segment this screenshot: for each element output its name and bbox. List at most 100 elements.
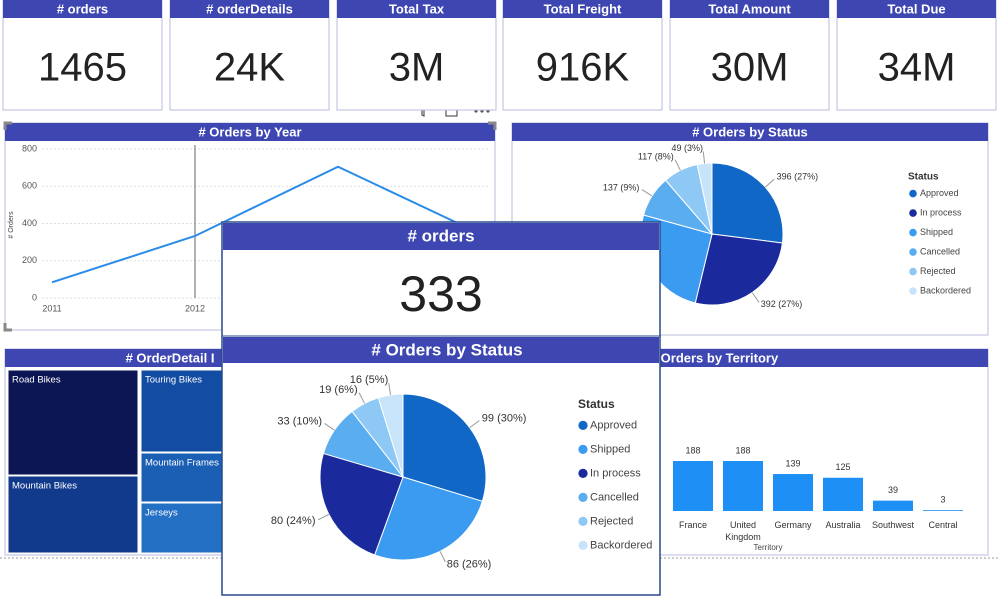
card-value: 916K: [536, 46, 630, 90]
y-tick-label: 800: [22, 143, 37, 153]
data-label: 392 (27%): [761, 299, 803, 309]
treemap-label: Mountain Bikes: [12, 481, 77, 492]
legend-marker: [578, 468, 588, 479]
data-label: 396 (27%): [777, 172, 819, 182]
tooltip-title: # orders: [407, 226, 474, 245]
leader-line: [439, 551, 446, 563]
card: [836, 0, 997, 111]
data-label: 86 (26%): [447, 559, 492, 571]
bar: [723, 461, 763, 511]
x-tick-label: Central: [928, 520, 958, 530]
data-label: 19 (6%): [319, 384, 358, 396]
y-axis-title: # Orders: [8, 211, 15, 239]
tooltip-title: # Orders by Status: [371, 340, 522, 359]
legend-marker: [909, 189, 917, 198]
treemap-label: Touring Bikes: [145, 375, 202, 386]
x-tick-label: Germany: [774, 520, 812, 530]
x-axis-title: Territory: [754, 543, 783, 552]
card-value: 24K: [214, 46, 285, 90]
leader-line: [317, 513, 330, 521]
data-label: 39: [888, 485, 898, 495]
leader-line: [674, 159, 681, 171]
line-series: [51, 165, 482, 284]
legend-marker: [578, 540, 588, 551]
legend-marker: [578, 444, 588, 455]
x-tick-label: Southwest: [871, 520, 915, 530]
leader-line: [764, 178, 775, 188]
card: [502, 0, 663, 111]
pie-chart: 396 (27%) 392 (27%) 137 (9%) 117 (8%)49 (3%…: [603, 143, 971, 309]
bar: [673, 461, 713, 511]
x-tick-label: France: [678, 520, 707, 530]
x-tick-label: Australia: [825, 520, 861, 530]
selection-corners: [3, 121, 497, 332]
pie-chart: 99 (30%) 86 (26%) 80 (24%) 33 (10%) 19 (6%)1…: [271, 374, 653, 571]
card-title: Total Amount: [708, 1, 791, 16]
pie-slice: [402, 393, 487, 502]
legend-label: Shipped: [590, 443, 630, 455]
bar: [873, 500, 913, 511]
pie-slice: [319, 452, 404, 556]
tooltip-value: 333: [399, 266, 482, 322]
legend-marker: [578, 420, 588, 431]
card-value: 30M: [711, 46, 789, 90]
card-title: Total Tax: [389, 1, 445, 16]
leader-line: [388, 383, 392, 396]
legend-label: In process: [590, 467, 641, 479]
card-header: [3, 0, 162, 18]
treemap-tile: [7, 475, 139, 554]
card: [2, 0, 163, 111]
panel-title: # Orders by Territory: [650, 350, 779, 365]
panel-title: # Orders by Status: [692, 124, 808, 139]
tooltip-header: [223, 337, 659, 363]
card-title: # orders: [57, 1, 108, 16]
data-label: 137 (9%): [603, 182, 640, 192]
legend-label: Rejected: [590, 515, 633, 527]
legend-title: Status: [578, 397, 615, 411]
leader-line: [324, 423, 335, 431]
card: [669, 0, 830, 111]
x-tick-label: United Kingdom: [725, 520, 761, 542]
data-label: 188: [685, 445, 700, 455]
data-label: 99 (30%): [482, 413, 527, 425]
x-tick-label: 2011: [42, 303, 61, 313]
data-label: 33 (10%): [277, 416, 322, 428]
data-label: 49 (3%): [671, 143, 703, 153]
bar: [823, 477, 863, 511]
legend-label: In process: [920, 207, 962, 217]
card-header: [837, 0, 996, 18]
card: [169, 0, 330, 111]
data-label: 3: [940, 495, 945, 505]
treemap-tile: [140, 452, 232, 503]
legend-marker: [909, 267, 917, 276]
legend-label: Backordered: [920, 285, 971, 295]
legend-marker: [909, 228, 917, 237]
legend-marker: [909, 209, 917, 217]
card-value: 1465: [38, 46, 127, 90]
data-label: 139: [785, 458, 800, 468]
data-label: 188: [735, 445, 750, 455]
data-label: 80 (24%): [271, 515, 316, 527]
treemap-tile: [7, 369, 139, 476]
panel-header: [512, 123, 988, 141]
card-value: 34M: [878, 46, 956, 90]
leader-line: [469, 420, 480, 429]
y-tick-label: 400: [22, 218, 37, 228]
panel-header: [5, 123, 495, 141]
y-tick-label: 200: [22, 255, 37, 265]
legend-marker: [578, 516, 588, 527]
y-tick-label: 0: [32, 292, 37, 302]
legend-label: Cancelled: [920, 246, 960, 256]
data-label: 125: [835, 462, 850, 472]
treemap-label: Mountain Frames: [145, 458, 219, 469]
card-header: [337, 0, 496, 18]
x-tick-label: 2012: [185, 303, 205, 313]
card: [336, 0, 497, 111]
treemap-label: Jerseys: [145, 508, 178, 519]
legend-marker: [909, 248, 917, 256]
data-label: 16 (5%): [350, 374, 389, 386]
card-title: Total Due: [887, 1, 945, 16]
panel-title: # Orders by Year: [198, 124, 301, 139]
